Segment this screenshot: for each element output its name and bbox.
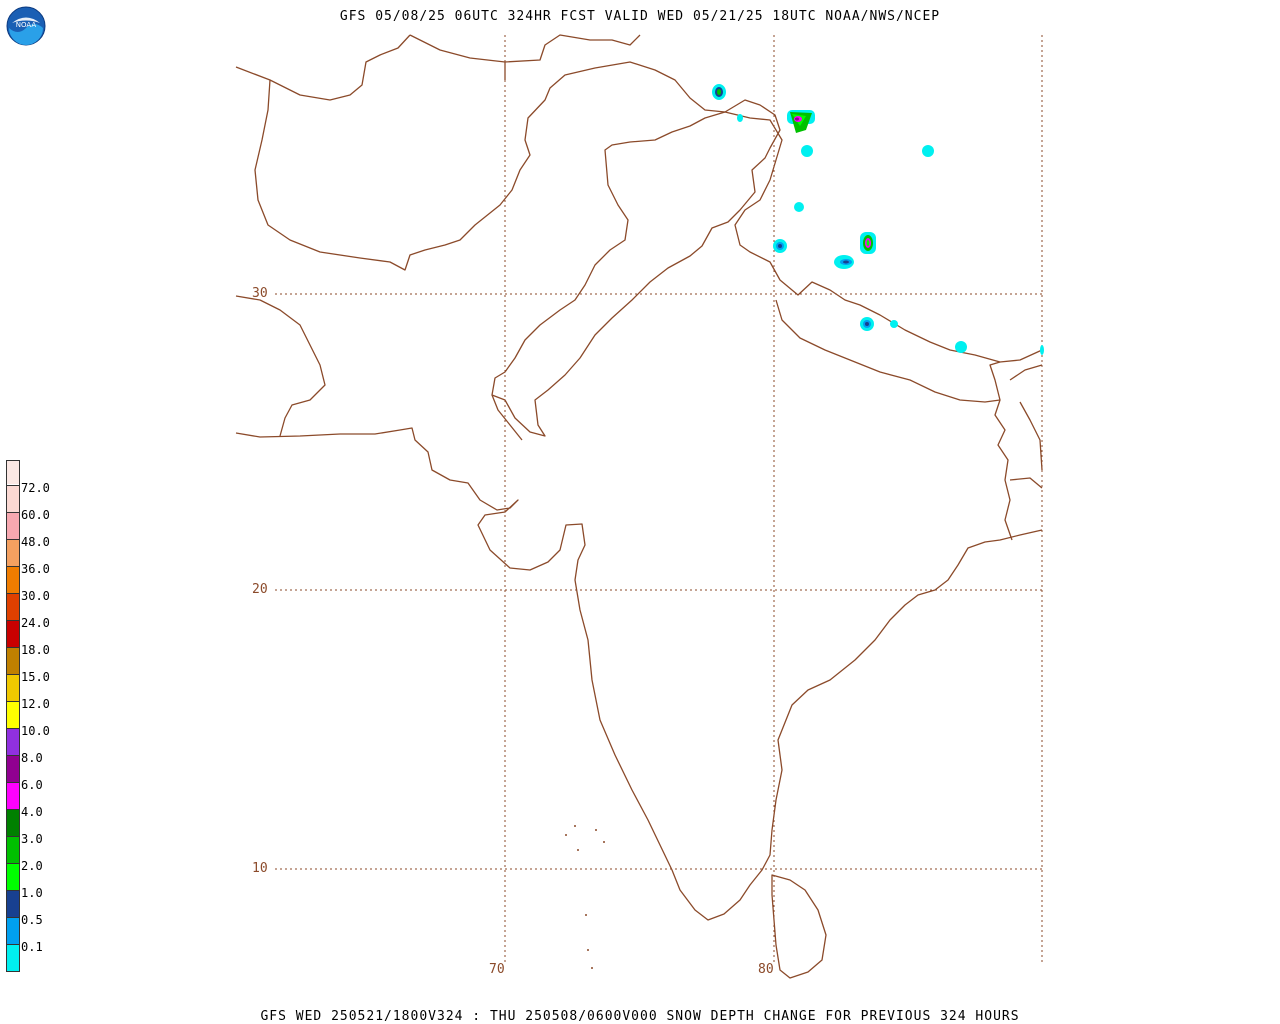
legend-label: 4.0 xyxy=(21,805,43,819)
graticule xyxy=(275,35,1043,965)
snow-patch xyxy=(794,202,804,212)
legend-label: 10.0 xyxy=(21,724,50,738)
legend-label: 12.0 xyxy=(21,697,50,711)
snow-patch xyxy=(955,341,967,353)
islands xyxy=(565,825,605,969)
legend-label: 48.0 xyxy=(21,535,50,549)
snow-patch xyxy=(1040,345,1044,355)
snow-patch xyxy=(712,84,726,100)
legend-swatch-bottom xyxy=(7,971,19,972)
snow-patch xyxy=(773,239,787,253)
legend-label: 3.0 xyxy=(21,832,43,846)
longitude-label-80: 80 xyxy=(758,962,774,977)
border-turkmenistan-tajikistan xyxy=(409,34,641,80)
legend-label: 60.0 xyxy=(21,508,50,522)
legend-swatch xyxy=(7,512,19,539)
longitude-label-70: 70 xyxy=(489,962,505,977)
snow-patch xyxy=(737,114,743,122)
color-legend xyxy=(6,460,20,972)
legend-swatch xyxy=(7,647,19,674)
legend-label: 0.1 xyxy=(21,940,43,954)
legend-swatch xyxy=(7,890,19,917)
legend-label: 30.0 xyxy=(21,589,50,603)
border-bhutan xyxy=(1009,364,1043,381)
legend-swatch xyxy=(7,593,19,620)
legend-swatch xyxy=(7,863,19,890)
legend-swatch xyxy=(7,620,19,647)
legend-swatch xyxy=(7,782,19,809)
border-iran-pakistan xyxy=(235,295,326,437)
snow-patch xyxy=(834,255,854,269)
legend-label: 2.0 xyxy=(21,859,43,873)
legend-swatch xyxy=(7,755,19,782)
snow-patch xyxy=(860,317,874,331)
legend-label: 36.0 xyxy=(21,562,50,576)
legend-swatch-top xyxy=(7,461,19,484)
border-india-pakistan-south xyxy=(491,394,523,441)
border-kashmir-china xyxy=(724,111,1043,363)
legend-swatch xyxy=(7,485,19,512)
legend-label: 15.0 xyxy=(21,670,50,684)
border-iran-afghanistan-north xyxy=(269,34,411,101)
legend-label: 0.5 xyxy=(21,913,43,927)
logo-text: NOAA xyxy=(16,21,37,29)
legend-swatch xyxy=(7,944,19,971)
border-pakistan xyxy=(491,99,781,437)
snow-patch xyxy=(801,145,813,157)
legend-swatch xyxy=(7,809,19,836)
legend-swatch xyxy=(7,539,19,566)
snow-patch xyxy=(860,232,876,254)
chart-title: GFS 05/08/25 06UTC 324HR FCST VALID WED … xyxy=(339,9,941,24)
legend-label: 18.0 xyxy=(21,643,50,657)
legend-swatch xyxy=(7,701,19,728)
legend-label: 72.0 xyxy=(21,481,50,495)
latitude-label-20: 20 xyxy=(252,582,268,597)
legend-label: 8.0 xyxy=(21,751,43,765)
coastline-west-india xyxy=(235,427,1043,921)
legend-label: 1.0 xyxy=(21,886,43,900)
latitude-label-30: 30 xyxy=(252,286,268,301)
snow-patch xyxy=(890,320,898,328)
legend-swatch xyxy=(7,566,19,593)
legend-label: 6.0 xyxy=(21,778,43,792)
legend-swatch xyxy=(7,674,19,701)
border-bangladesh xyxy=(994,399,1043,541)
legend-label: 24.0 xyxy=(21,616,50,630)
coastline-sri-lanka xyxy=(771,874,827,979)
legend-swatch xyxy=(7,728,19,755)
latitude-label-10: 10 xyxy=(252,861,268,876)
chart-subtitle: GFS WED 250521/1800V324 : THU 250508/060… xyxy=(260,1009,1020,1024)
border-afghanistan xyxy=(235,61,726,271)
legend-swatch xyxy=(7,836,19,863)
border-nepal xyxy=(775,299,1001,403)
snow-depth-patches xyxy=(712,84,1044,355)
snow-patch xyxy=(787,110,815,133)
snow-patch xyxy=(922,145,934,157)
noaa-logo-icon: NOAA xyxy=(6,6,46,46)
legend-swatch xyxy=(7,917,19,944)
